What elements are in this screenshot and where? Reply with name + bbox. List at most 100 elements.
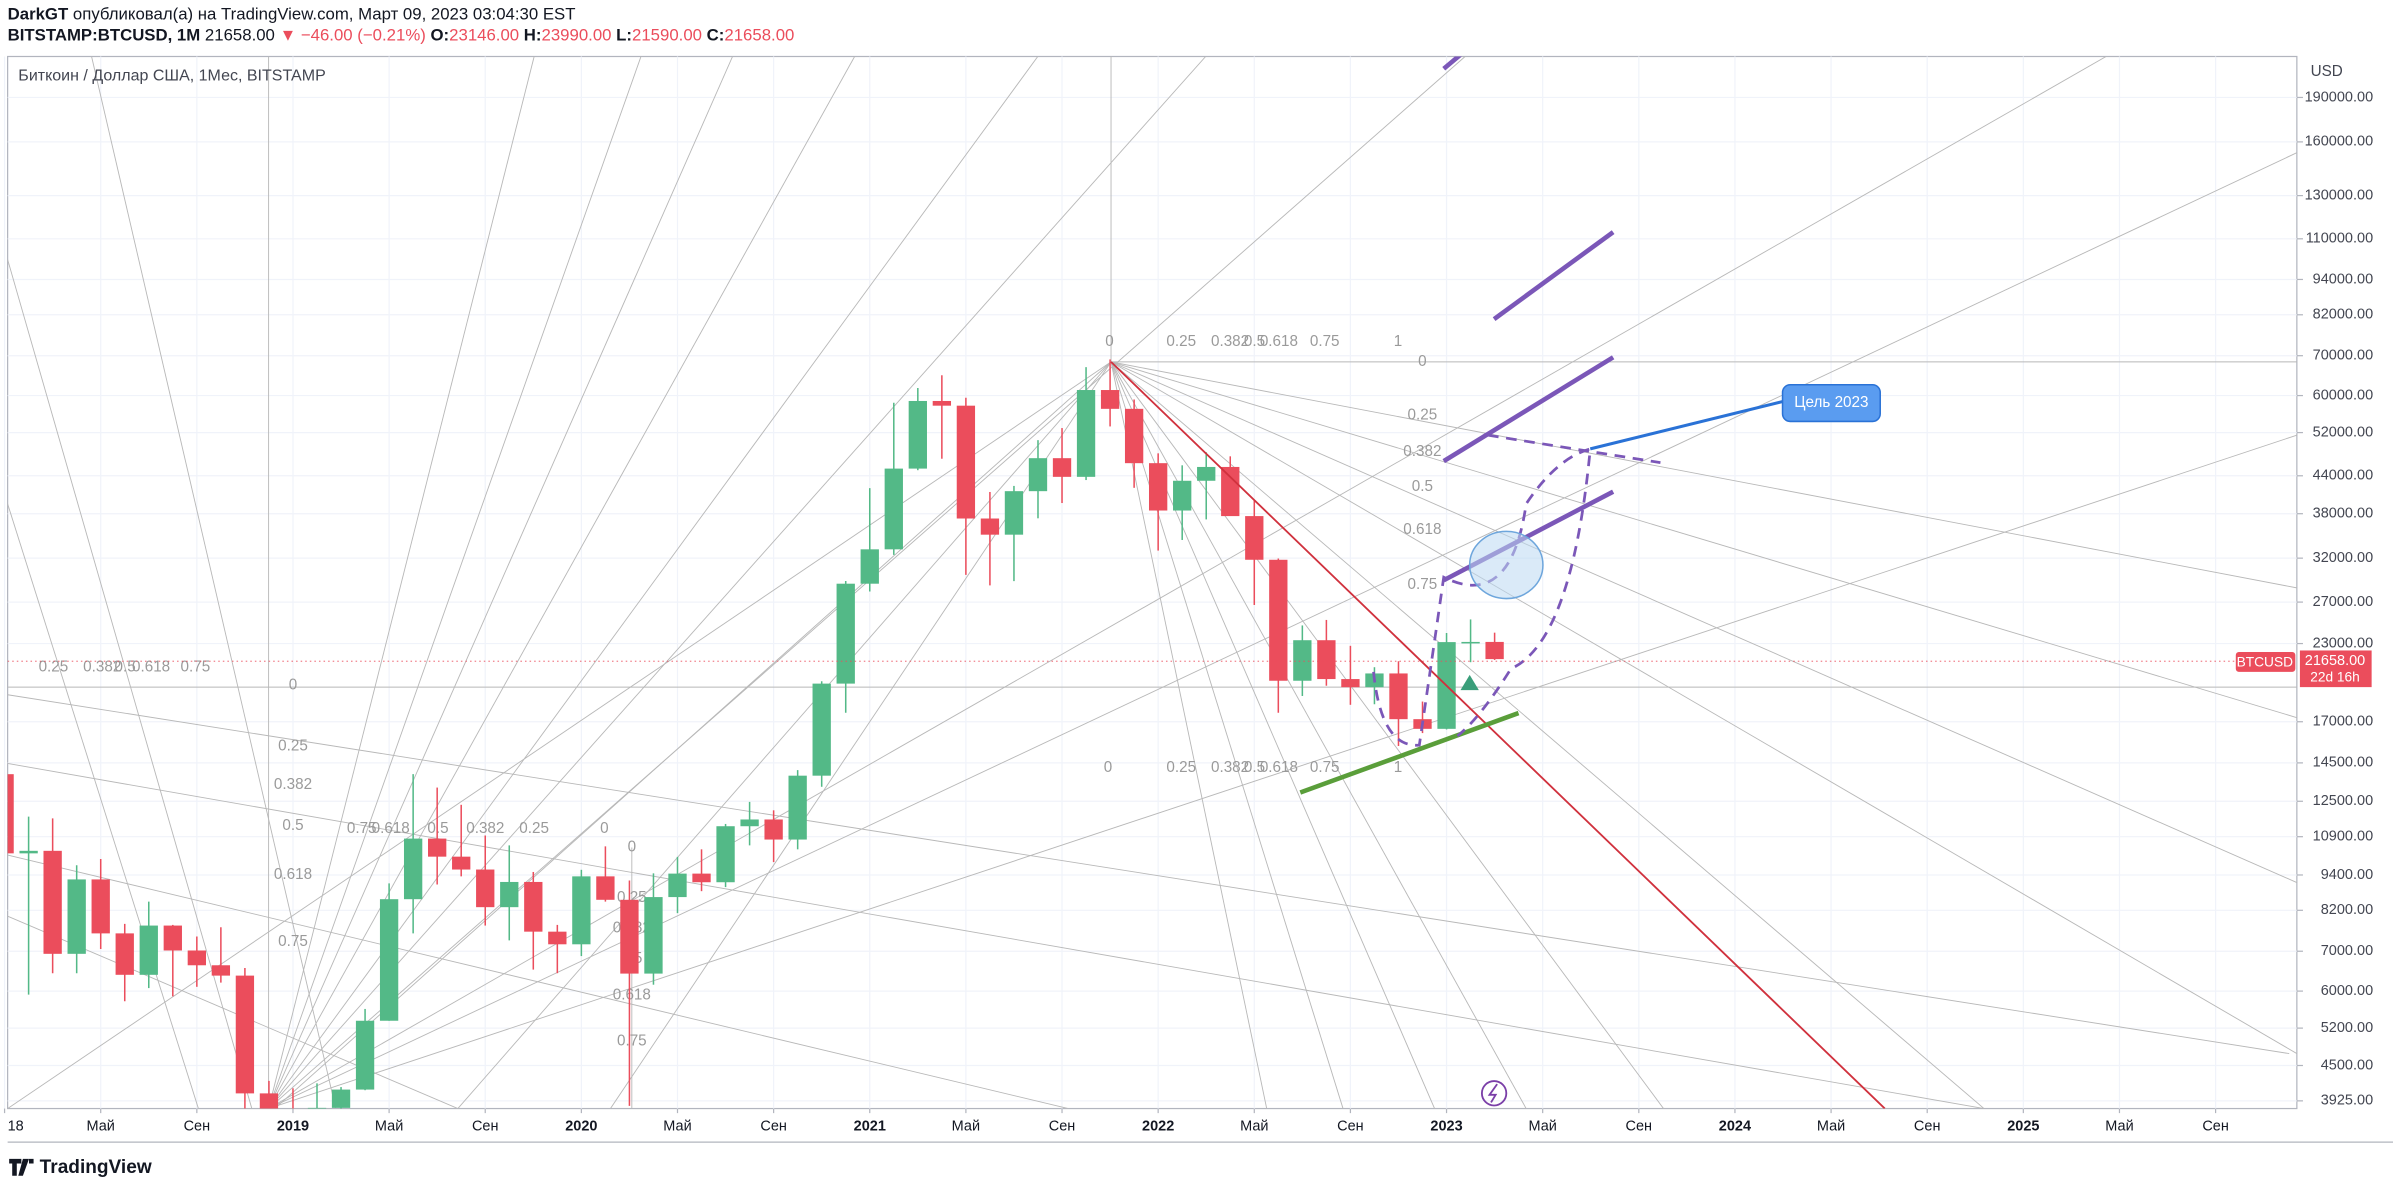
fan-line [7,361,1112,1109]
fan-level: 0.5 [1244,333,1265,350]
candle-body [211,965,231,976]
candle-body [668,873,687,898]
y-tick-label: 110000.00 [2306,231,2373,247]
fan-line [268,56,1206,1109]
footer-logo: TradingView [40,1157,152,1178]
fan-level: 0.25 [1166,333,1196,350]
fan-line [7,503,199,1109]
target-zone [1468,530,1544,600]
fan-level: 0.75 [617,1032,647,1049]
y-tick-label: 6000.00 [2321,983,2373,999]
x-tick-label: Сен [2202,1119,2229,1135]
channel-line [1442,56,1462,71]
x-tick-label: Сен [760,1119,787,1135]
y-tick-label: 14500.00 [2313,755,2373,771]
candle-body [1389,673,1408,720]
x-tick-label: 2024 [1719,1119,1751,1135]
price-countdown: 22d 16h [2310,670,2360,685]
fan-level: 0 [1418,353,1426,370]
price-tag-text: 21658.00 [2305,653,2365,669]
candle-body [692,873,711,883]
fan-line [457,361,1112,1109]
candle-body [476,869,495,908]
candle-body [644,897,663,974]
y-tick-label: 5200.00 [2321,1020,2373,1036]
y-tick-label: 10900.00 [2313,829,2373,845]
candle-body [596,876,615,900]
candle-body [740,819,759,827]
candle-body [788,775,807,840]
candle-body [235,975,255,1094]
fan-line [268,56,535,1109]
logo-icon [9,1158,34,1176]
fan-level: 0.75 [347,820,377,837]
y-tick-label: 9400.00 [2321,867,2373,883]
event-icon-bolt [1487,1083,1498,1103]
published: опубликовал(а) на TradingView.com, Март … [73,5,576,24]
candle-body [1293,640,1312,681]
fan-line [91,56,337,1109]
author: DarkGT [8,5,69,24]
h-label: H: [524,26,542,45]
y-tick-label: 190000.00 [2305,89,2374,105]
channel-line [1442,355,1615,464]
c: 21658.00 [724,26,794,45]
candle-body [620,899,639,974]
x-tick-label: Сен [1337,1119,1364,1135]
y-tick-label: 38000.00 [2313,506,2373,522]
fan-level: 1 [1394,759,1402,776]
projection-path [1372,447,1592,747]
marker-triangle [1460,674,1479,691]
fan-line [1110,361,2297,719]
c-label: C: [707,26,725,45]
candle-body [428,838,447,857]
symbol: BITSTAMP:BTCUSD, 1M [8,26,201,45]
x-tick-label: Сен [1049,1119,1076,1135]
x-tick-label: Сен [472,1119,499,1135]
candle-body [1124,408,1144,464]
fan-level: 0.382 [466,820,504,837]
fan-level: 0.75 [181,658,211,675]
candle-body [836,583,855,684]
x-tick-label: 2021 [854,1119,886,1135]
candle-body [1148,463,1168,511]
support-line [1299,710,1520,795]
candle-body [980,518,1000,535]
fan-level: 0.382 [1403,443,1441,460]
y-tick-label: 17000.00 [2313,714,2373,730]
candle-body [812,683,831,776]
fan-line [268,434,2297,1109]
x-tick-label: Сен [1626,1119,1653,1135]
fan-level: 0.382 [1211,333,1249,350]
fan-level: 0.25 [278,738,308,755]
candle-body [1317,640,1336,680]
fan-level: 0.382 [1211,759,1249,776]
tools: Цель 2023 [7,56,2297,1109]
candle-body [307,1107,327,1109]
y-tick-label: 70000.00 [2313,348,2373,364]
x-tick-label: 2025 [2007,1119,2039,1135]
fan-line [1110,361,2297,589]
y-tick-label: 12500.00 [2313,793,2373,809]
x-tick-label: Май [87,1119,115,1135]
fan-line [7,259,253,1109]
candle-body [1028,458,1048,492]
price-tag [2299,650,2372,688]
y-tick-label: 44000.00 [2313,468,2373,484]
fan-level: 0 [600,820,608,837]
candle-body [1197,466,1216,481]
candle-body [572,876,591,945]
candle-body [956,405,976,519]
x-tick-label: Май [1817,1119,1845,1135]
fan-level: 0.25 [1408,406,1438,423]
event-icon [1480,1080,1508,1107]
candle-body [1173,480,1192,511]
fan-level: 0.618 [1260,759,1298,776]
o-label: O: [431,26,450,45]
candle-body [1485,641,1504,660]
candle-body [1269,559,1288,681]
candle-body [1221,466,1240,517]
l-label: L: [616,26,632,45]
y-tick-label: 32000.00 [2313,550,2373,566]
